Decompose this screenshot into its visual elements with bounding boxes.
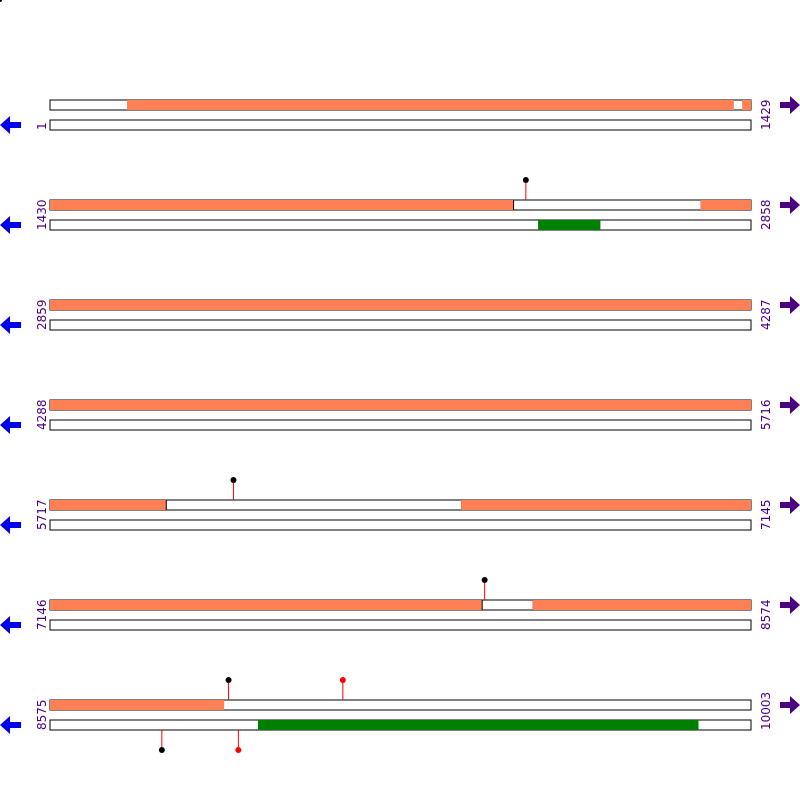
feature-box[interactable]	[165, 499, 463, 511]
strand-bottom	[49, 619, 752, 631]
site-marker[interactable]	[339, 677, 346, 683]
feature-orange[interactable]	[127, 100, 734, 110]
site-marker[interactable]	[235, 747, 242, 753]
sequence-row: 4288 5716	[0, 396, 800, 434]
feature-green[interactable]	[257, 720, 699, 730]
start-coordinate-label: 7146	[35, 599, 49, 630]
strand-bottom	[49, 119, 752, 131]
end-coordinate-label: 2858	[759, 199, 773, 230]
end-coordinate-label: 10003	[759, 692, 773, 730]
start-coordinate-label: 1	[35, 122, 49, 130]
strand-bottom	[49, 519, 752, 531]
feature-orange[interactable]	[742, 100, 751, 110]
sequence-row: 5717 7145	[0, 477, 800, 534]
feature-orange[interactable]	[700, 200, 751, 210]
feature-orange[interactable]	[50, 600, 483, 610]
end-coordinate-label: 5716	[759, 399, 773, 430]
end-coordinate-label: 1429	[759, 99, 773, 130]
feature-orange[interactable]	[532, 600, 751, 610]
strand-bottom	[49, 319, 752, 331]
sequence-row: 1430 2858	[0, 177, 800, 234]
sequence-row: 1 1429	[0, 96, 800, 134]
feature-orange[interactable]	[50, 200, 515, 210]
arrow-left-icon[interactable]	[0, 716, 21, 734]
feature-orange[interactable]	[50, 400, 751, 410]
arrow-left-icon[interactable]	[0, 116, 21, 134]
arrow-right-icon[interactable]	[780, 96, 800, 114]
end-coordinate-label: 7145	[759, 499, 773, 530]
start-coordinate-label: 8575	[35, 699, 49, 730]
arrow-right-icon[interactable]	[780, 196, 800, 214]
end-coordinate-label: 8574	[759, 599, 773, 630]
sequence-row: 8575 10003	[0, 677, 800, 753]
feature-orange[interactable]	[50, 700, 225, 710]
feature-orange[interactable]	[461, 500, 751, 510]
arrow-left-icon[interactable]	[0, 616, 21, 634]
site-marker[interactable]	[230, 477, 237, 483]
arrow-left-icon[interactable]	[0, 416, 21, 434]
arrow-left-icon[interactable]	[0, 216, 21, 234]
strand-bottom	[49, 219, 752, 231]
feature-orange[interactable]	[50, 500, 167, 510]
arrow-right-icon[interactable]	[780, 396, 800, 414]
feature-green[interactable]	[538, 220, 601, 230]
start-coordinate-label: 1430	[35, 199, 49, 230]
site-marker[interactable]	[481, 577, 488, 583]
sequence-row: 7146 8574	[0, 577, 800, 634]
arrow-right-icon[interactable]	[780, 596, 800, 614]
start-coordinate-label: 5717	[35, 499, 49, 530]
start-coordinate-label: 2859	[35, 299, 49, 330]
site-marker[interactable]	[522, 177, 529, 183]
feature-orange[interactable]	[50, 300, 751, 310]
arrow-left-icon[interactable]	[0, 516, 21, 534]
sequence-row: 2859 4287	[0, 296, 800, 334]
feature-box[interactable]	[513, 199, 702, 211]
arrow-left-icon[interactable]	[0, 316, 21, 334]
site-marker[interactable]	[158, 747, 165, 753]
arrow-right-icon[interactable]	[780, 496, 800, 514]
arrow-right-icon[interactable]	[780, 696, 800, 714]
strand-bottom	[49, 419, 752, 431]
start-coordinate-label: 4288	[35, 399, 49, 430]
feature-box[interactable]	[481, 599, 534, 611]
site-marker[interactable]	[225, 677, 232, 683]
end-coordinate-label: 4287	[759, 299, 773, 330]
corner-dot	[0, 0, 2, 2]
arrow-right-icon[interactable]	[780, 296, 800, 314]
